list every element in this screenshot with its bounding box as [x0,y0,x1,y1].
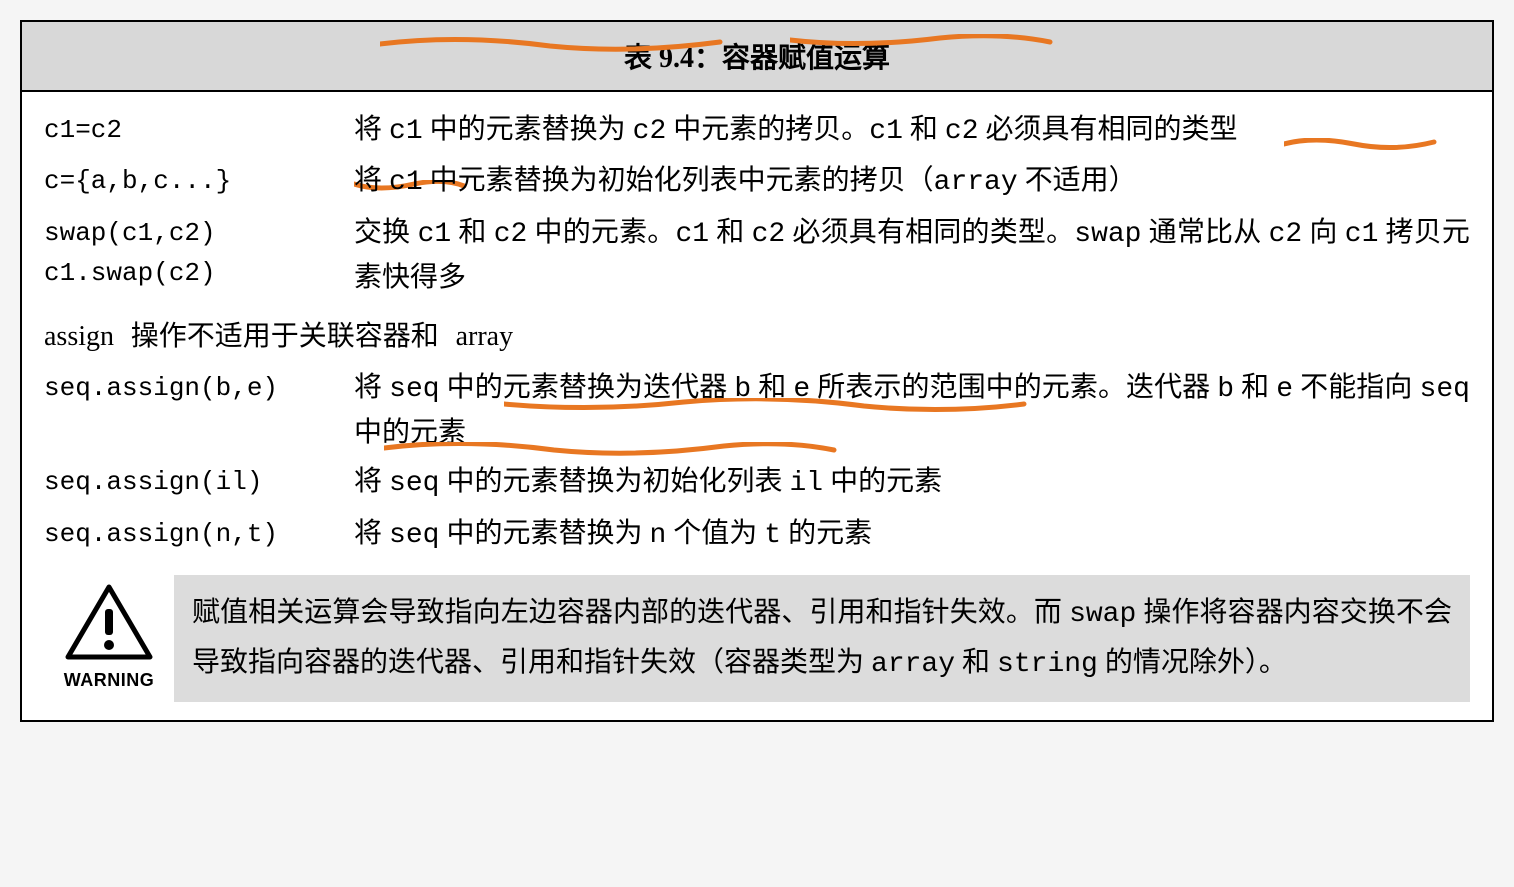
desc-cell: 将 c1 中元素替换为初始化列表中元素的拷贝（array 不适用） [354,159,1470,204]
warning-label: WARNING [44,670,174,691]
table-row: c={a,b,c...} 将 c1 中元素替换为初始化列表中元素的拷贝（arra… [44,159,1470,204]
code-cell: seq.assign(il) [44,460,354,502]
code-cell: swap(c1,c2) c1.swap(c2) [44,211,354,294]
warning-icon-wrap: WARNING [44,575,174,691]
table-body: c1=c2 将 c1 中的元素替换为 c2 中元素的拷贝。c1 和 c2 必须具… [22,92,1492,720]
table-row: seq.assign(n,t) 将 seq 中的元素替换为 n 个值为 t 的元… [44,512,1470,557]
code-line: swap(c1,c2) [44,213,354,253]
code-cell: c={a,b,c...} [44,159,354,201]
desc-cell: 交换 c1 和 c2 中的元素。c1 和 c2 必须具有相同的类型。swap 通… [354,211,1470,300]
table-9-4: 表 9.4：容器赋值运算 c1=c2 将 c1 中的元素替换为 c2 中元素的拷… [20,20,1494,722]
table-row: seq.assign(il) 将 seq 中的元素替换为初始化列表 il 中的元… [44,460,1470,505]
table-title: 表 9.4：容器赋值运算 [22,22,1492,92]
desc-cell: 将 seq 中的元素替换为迭代器 b 和 e 所表示的范围中的元素。迭代器 b … [354,366,1470,455]
table-row: seq.assign(b,e) 将 seq 中的元素替换为迭代器 b 和 e 所… [44,366,1470,455]
code-line: c1.swap(c2) [44,253,354,293]
code-cell: seq.assign(n,t) [44,512,354,554]
code-cell: seq.assign(b,e) [44,366,354,408]
table-row: swap(c1,c2) c1.swap(c2) 交换 c1 和 c2 中的元素。… [44,211,1470,300]
annotation-underline [1284,138,1444,158]
desc-cell: 将 seq 中的元素替换为初始化列表 il 中的元素 [354,460,1470,505]
section-note: assign 操作不适用于关联容器和 array [44,314,1470,354]
desc-cell: 将 c1 中的元素替换为 c2 中元素的拷贝。c1 和 c2 必须具有相同的类型 [354,108,1470,153]
desc-cell: 将 seq 中的元素替换为 n 个值为 t 的元素 [354,512,1470,557]
warning-box: WARNING 赋值相关运算会导致指向左边容器内部的迭代器、引用和指针失效。而 … [44,575,1470,702]
warning-icon [64,583,154,661]
warning-text: 赋值相关运算会导致指向左边容器内部的迭代器、引用和指针失效。而 swap 操作将… [174,575,1470,702]
table-row: c1=c2 将 c1 中的元素替换为 c2 中元素的拷贝。c1 和 c2 必须具… [44,108,1470,153]
code-cell: c1=c2 [44,108,354,150]
